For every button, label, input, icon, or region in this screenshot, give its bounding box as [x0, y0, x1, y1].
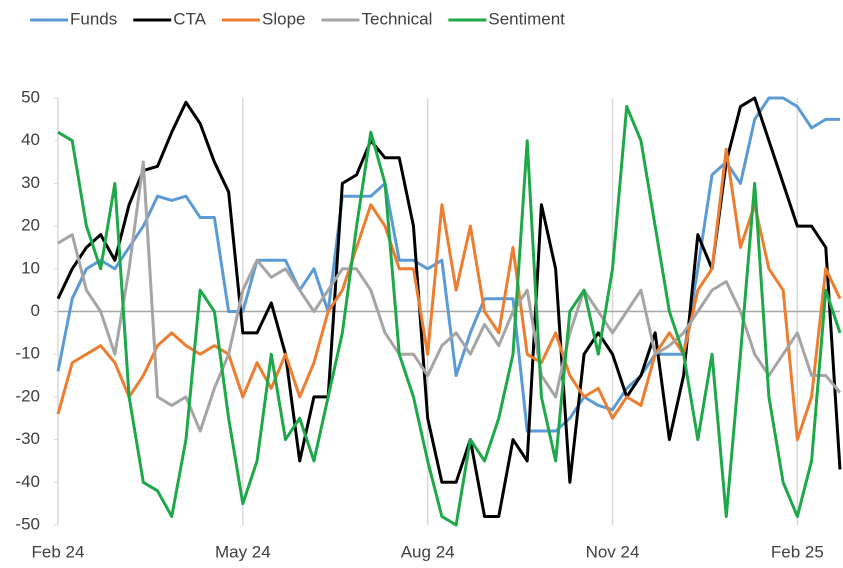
y-tick-label: 40	[21, 130, 40, 149]
y-tick-label: 0	[31, 301, 40, 320]
y-tick-label: -30	[15, 429, 40, 448]
series-line	[56, 96, 842, 518]
y-tick-label: 20	[21, 216, 40, 235]
x-tick-label: Feb 24	[32, 542, 85, 561]
series-line	[56, 96, 840, 433]
y-tick-label: -20	[15, 386, 40, 405]
series-line	[56, 147, 842, 442]
x-tick-label: May 24	[215, 542, 271, 561]
x-tick-label: Aug 24	[401, 542, 455, 561]
y-tick-label: 10	[21, 258, 40, 277]
legend-label: Sentiment	[488, 9, 565, 28]
legend-label: Slope	[262, 9, 305, 28]
legend: Funds CTA Slope Technical Sentiment	[30, 9, 565, 28]
series-line	[57, 160, 842, 433]
x-tick-label: Feb 25	[771, 542, 824, 561]
y-tick-label: -10	[15, 344, 40, 363]
y-tick-label: 30	[21, 173, 40, 192]
y-tick-label: -40	[15, 472, 40, 491]
series-line	[57, 105, 842, 527]
legend-label: CTA	[173, 9, 206, 28]
y-tick-label: -50	[15, 514, 40, 533]
y-tick-label: 50	[21, 87, 40, 106]
x-tick-label: Nov 24	[586, 542, 640, 561]
legend-label: Funds	[70, 9, 117, 28]
legend-label: Technical	[361, 9, 432, 28]
